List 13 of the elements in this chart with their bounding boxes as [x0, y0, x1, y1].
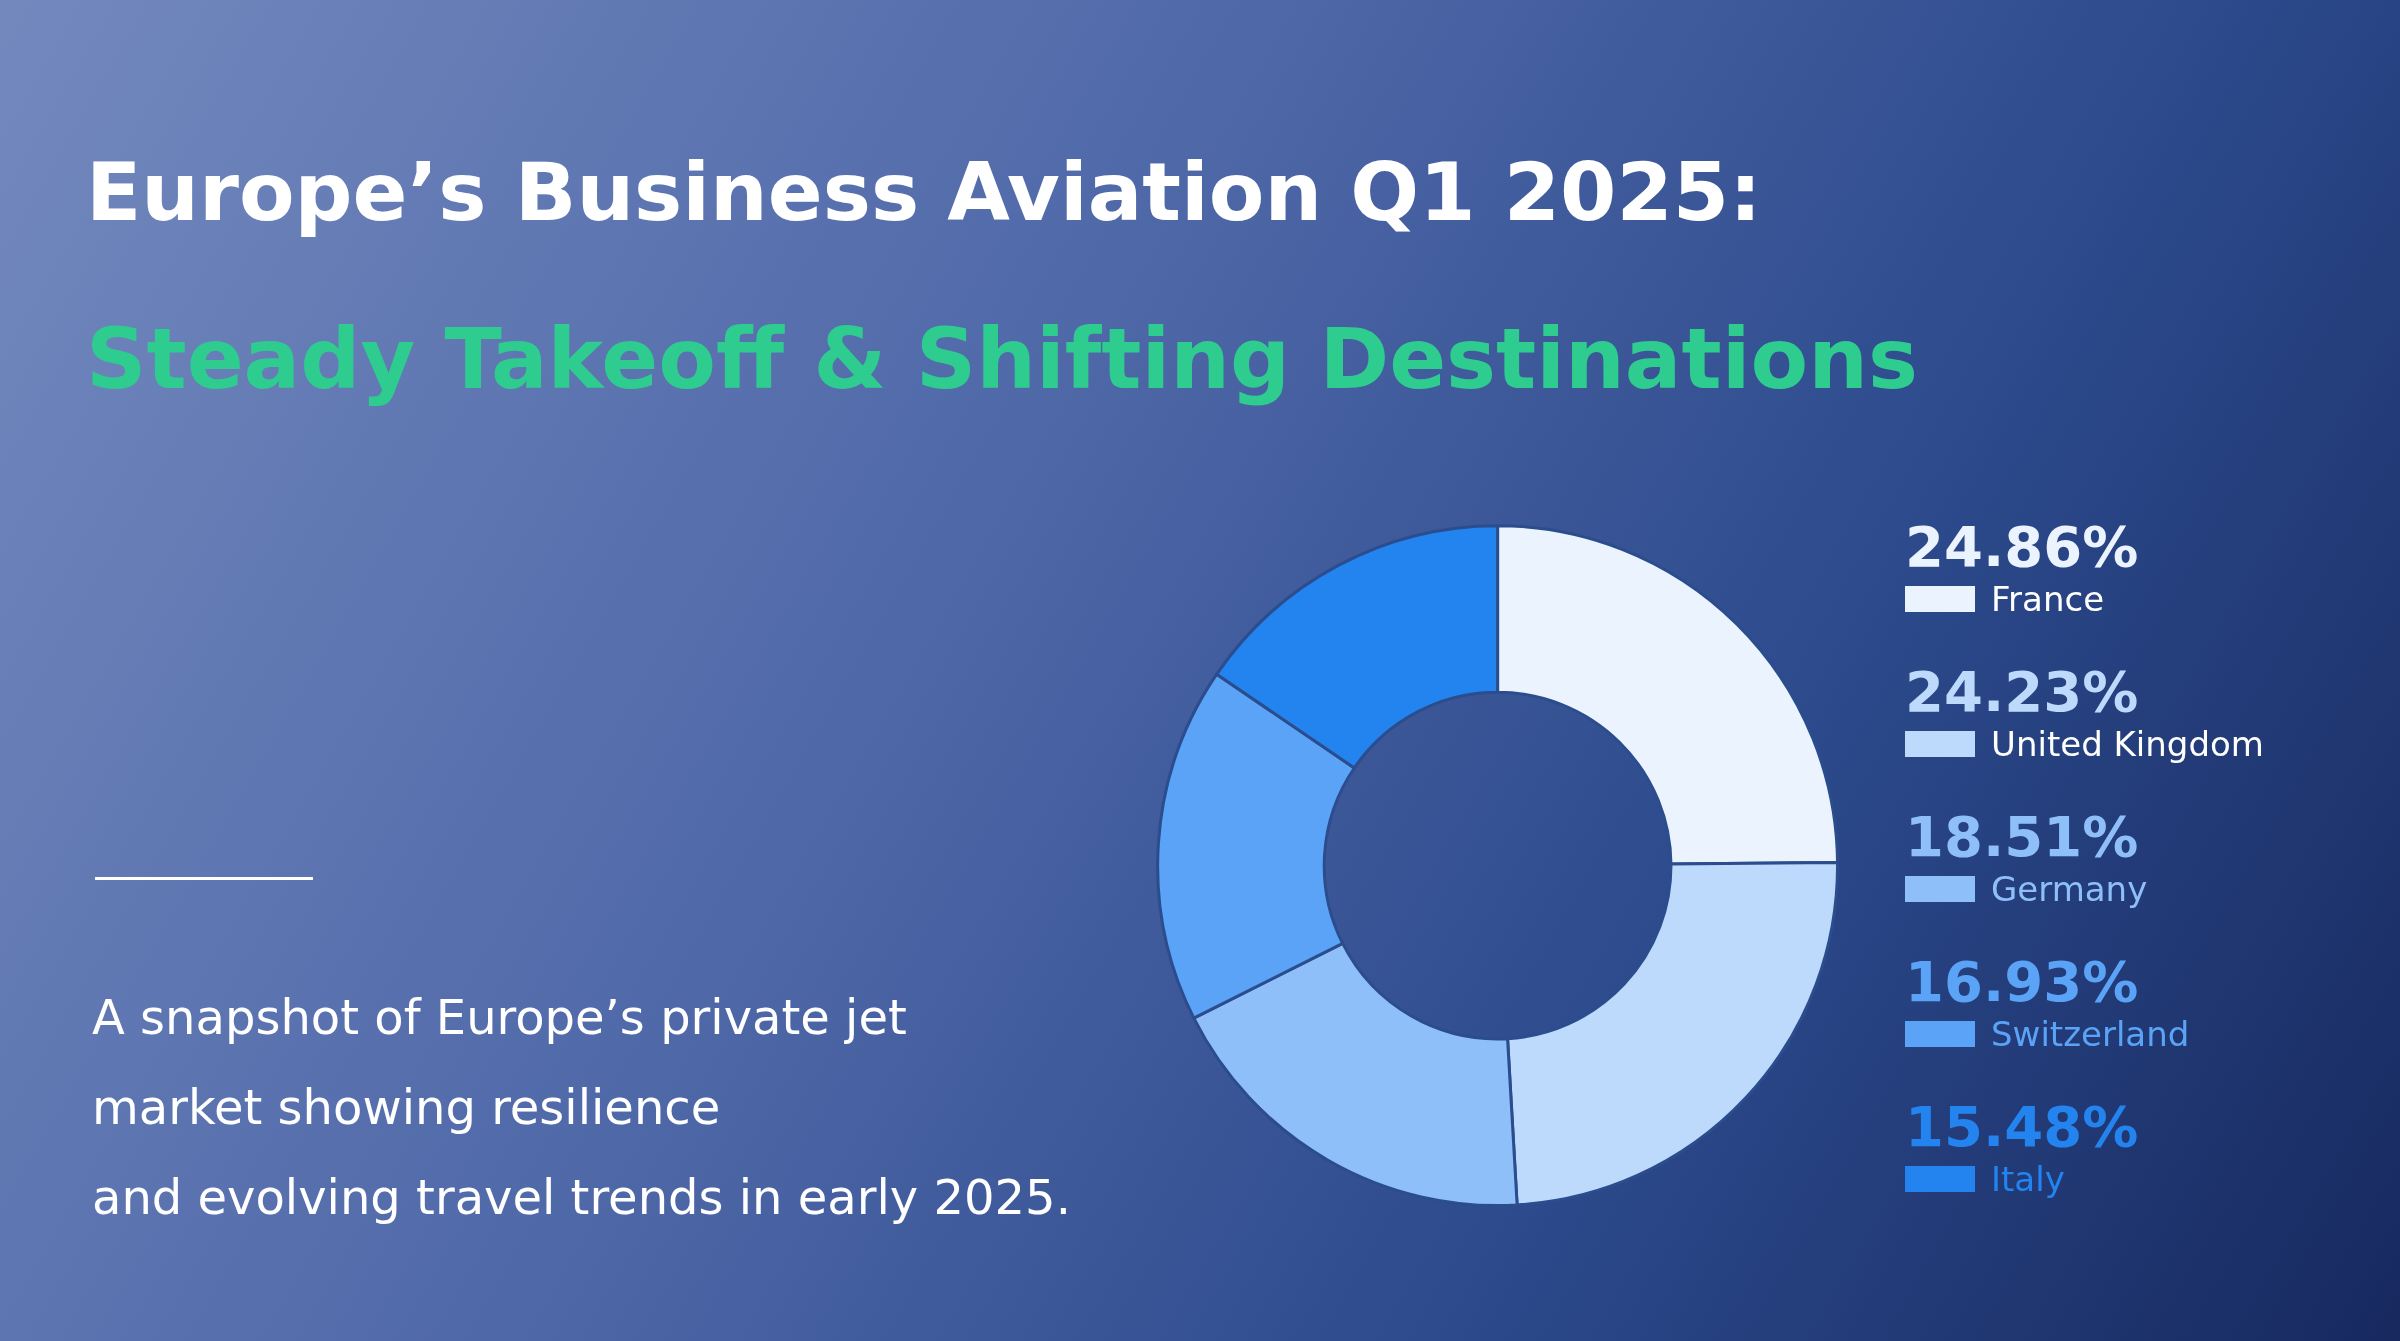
legend-label: Germany: [1991, 869, 2148, 909]
data-label: 24.86%: [1905, 514, 2140, 579]
data-label: 18.51%: [1905, 804, 2140, 869]
legend-label: Italy: [1991, 1159, 2065, 1199]
slice-label: France: [1991, 579, 2105, 619]
chart-title: Europe’s Business Aviation Q1 2025:: [86, 145, 1762, 239]
legend-label: Switzerland: [1991, 1014, 2190, 1054]
data-label: 24.23%: [1905, 659, 2140, 724]
text: A snapshot of Europe’s private jet market showing resilience and evolving travel trends in early 2025.: [92, 988, 1071, 1227]
legend-label: United Kingdom: [1991, 724, 2264, 764]
data-label: 16.93%: [1905, 949, 2140, 1014]
data-label: 15.48%: [1905, 1094, 2140, 1159]
chart-subtitle: Steady Takeoff & Shifting Destinations: [86, 310, 1919, 408]
